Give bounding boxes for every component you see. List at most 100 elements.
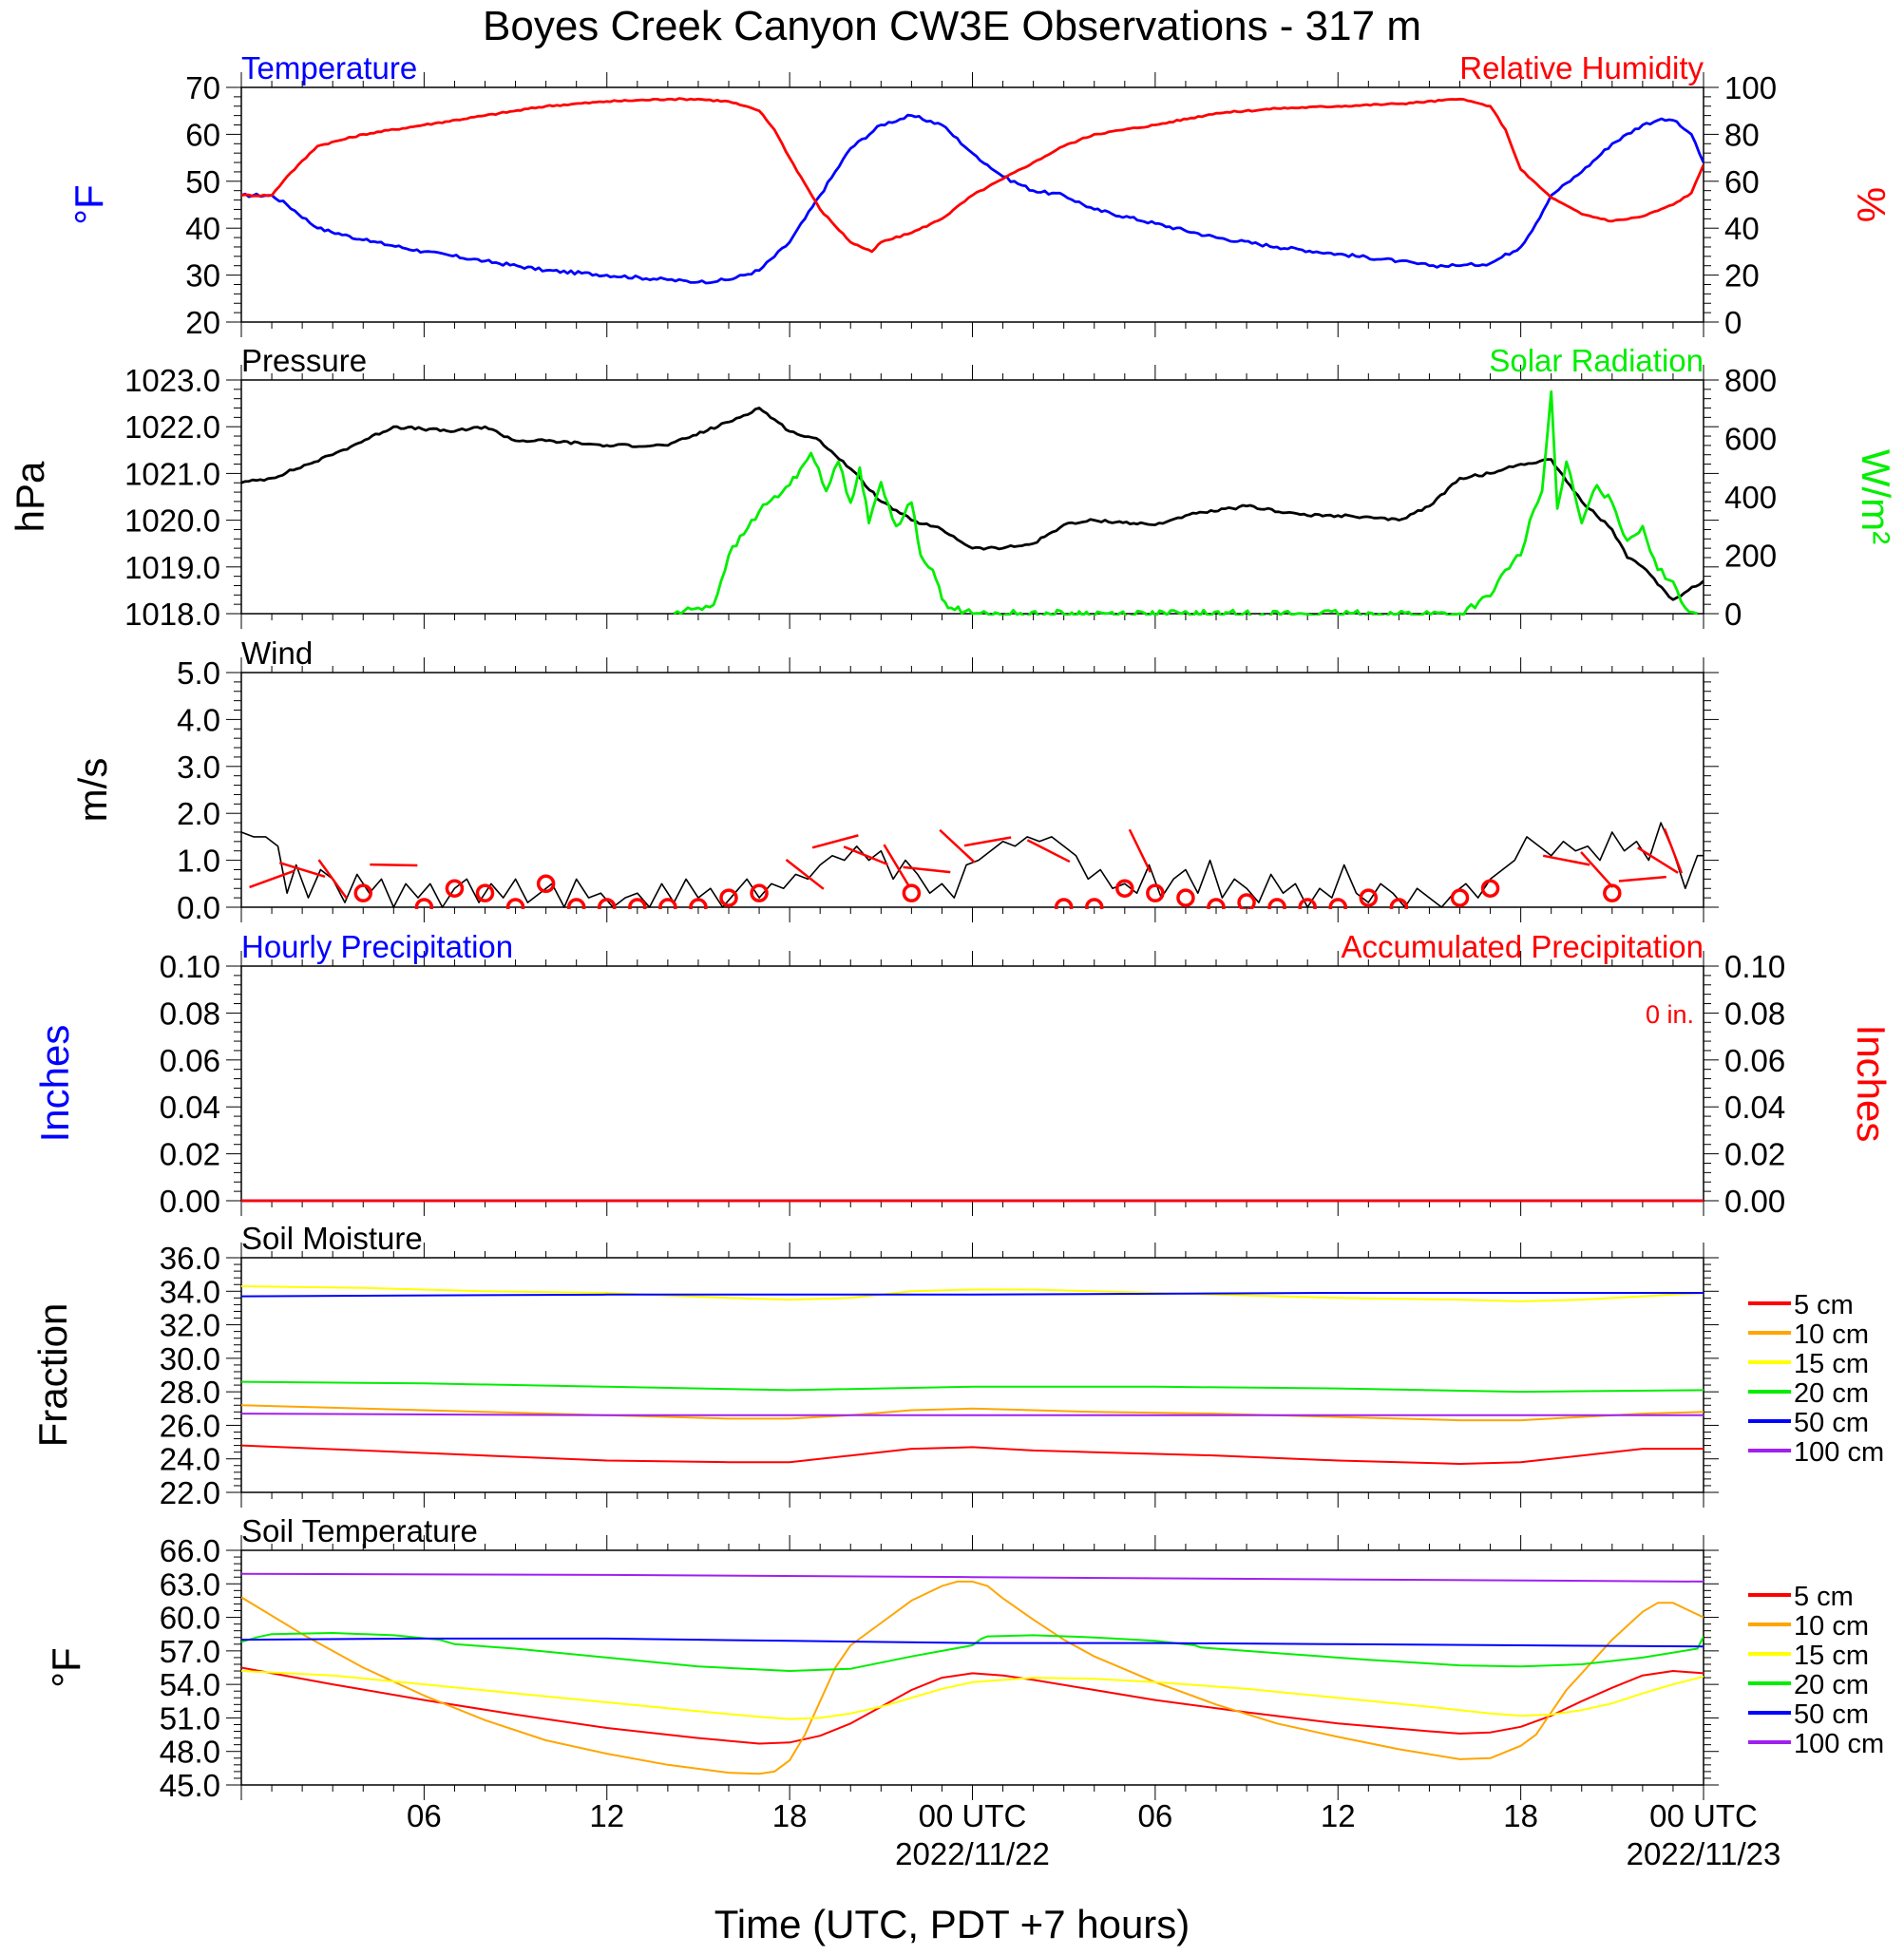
y-right-tick-label: 800 — [1724, 363, 1777, 398]
series-line-50-cm — [241, 1637, 1704, 1648]
panel-title-left: Soil Moisture — [241, 1221, 423, 1256]
y-right-tick-label: 0.06 — [1724, 1043, 1785, 1078]
panel-title-left: Pressure — [241, 343, 367, 378]
calm-wind-marker — [445, 879, 465, 898]
x-axis-title: Time (UTC, PDT +7 hours) — [714, 1902, 1190, 1946]
panel-title-left: Hourly Precipitation — [241, 929, 513, 964]
y-left-tick-label: 0.10 — [160, 949, 220, 984]
plot-frame — [240, 86, 1704, 323]
x-tick-label: 00 UTC — [919, 1798, 1027, 1833]
series-line-20-cm — [241, 1380, 1704, 1394]
y-left-tick-label: 32.0 — [160, 1308, 220, 1343]
chart-panels: 20 30 40 50 60 70 0 20 40 60 80 100 Temperature Relat… — [8, 50, 1898, 1871]
panel-5: 22.024.026.028.030.032.034.036.0 Soil Moi… — [30, 1221, 1884, 1510]
wind-barb — [903, 865, 951, 874]
y-left-tick-label: 0.0 — [177, 890, 220, 925]
wind-barb — [963, 836, 1012, 847]
series-line-15-cm — [241, 1670, 1704, 1720]
legend-label: 20 cm — [1794, 1378, 1869, 1409]
y-axis-label-left: Fraction — [30, 1303, 75, 1448]
y-left-tick-label: 40 — [185, 211, 220, 246]
series-group — [241, 97, 1704, 285]
series-line-50-cm — [241, 1292, 1704, 1298]
calm-wind-marker — [1359, 888, 1379, 907]
calm-wind-marker — [1298, 898, 1317, 909]
calm-wind-marker — [1480, 879, 1500, 898]
wind-barb — [317, 859, 348, 900]
y-left-tick-label: 57.0 — [160, 1634, 220, 1669]
y-left-tick-label: 1021.0 — [124, 456, 220, 491]
series-line-15-cm — [241, 1285, 1704, 1302]
calm-wind-marker — [628, 898, 647, 909]
y-right-tick-label: 0.02 — [1724, 1137, 1785, 1172]
series-group — [241, 1285, 1704, 1465]
x-tick-date: 2022/11/23 — [1627, 1836, 1781, 1871]
calm-wind-marker — [1603, 883, 1622, 902]
y-axis-label-left: m/s — [70, 758, 115, 823]
chart-title: Boyes Creek Canyon CW3E Observations - 3… — [483, 3, 1421, 49]
y-left-tick-label: 0.04 — [160, 1090, 220, 1125]
series-group — [241, 822, 1704, 909]
series-line-10-cm — [241, 1404, 1704, 1422]
legend-label: 100 cm — [1794, 1729, 1884, 1759]
y-left-tick-label: 50 — [185, 164, 220, 199]
calm-wind-marker — [598, 898, 617, 909]
panel-title-left: Wind — [241, 636, 313, 671]
y-left-tick-label: 1022.0 — [124, 409, 220, 445]
y-left-tick-label: 34.0 — [160, 1274, 220, 1309]
y-left-tick-label: 1019.0 — [124, 550, 220, 585]
calm-wind-marker — [902, 883, 922, 902]
panel-4: 0.00 0.02 0.04 0.06 0.08 0.10 0.00 0.02 0.04 0.06… — [32, 929, 1894, 1219]
calm-wind-marker — [750, 883, 769, 902]
y-axis-label-left: Inches — [32, 1025, 77, 1143]
y-right-tick-label: 0.08 — [1724, 996, 1785, 1031]
y-left-tick-label: 4.0 — [177, 702, 220, 737]
y-left-tick-label: 2.0 — [177, 796, 220, 831]
calm-wind-marker — [1176, 888, 1195, 907]
wind-barb — [370, 863, 418, 867]
panel-title-right: Accumulated Precipitation — [1341, 929, 1704, 964]
calm-wind-marker — [414, 898, 434, 909]
y-left-tick-label: 30.0 — [160, 1341, 220, 1376]
wind-barb — [1663, 827, 1684, 874]
y-left-tick-label: 26.0 — [160, 1408, 220, 1443]
calm-wind-marker — [505, 898, 525, 909]
plot-frame — [240, 1549, 1704, 1786]
panel-title-left: Temperature — [241, 50, 417, 85]
y-right-tick-label: 200 — [1724, 539, 1777, 574]
y-left-tick-label: 0.06 — [160, 1043, 220, 1078]
wind-barb — [843, 845, 888, 866]
legend-label: 15 cm — [1794, 1641, 1869, 1671]
y-left-tick-label: 28.0 — [160, 1375, 220, 1410]
wind-barb — [1618, 875, 1666, 883]
legend-label: 10 cm — [1794, 1319, 1869, 1350]
y-left-tick-label: 0.00 — [160, 1184, 220, 1219]
legend-label: 10 cm — [1794, 1611, 1869, 1642]
legend-label: 20 cm — [1794, 1670, 1869, 1700]
panel-title-left: Soil Temperature — [241, 1513, 478, 1548]
wind-barb — [1026, 839, 1071, 864]
y-axis-label-left: °F — [44, 1647, 88, 1687]
y-right-tick-label: 600 — [1724, 422, 1777, 457]
y-left-tick-label: 22.0 — [160, 1475, 220, 1510]
x-tick-label: 06 — [1138, 1798, 1173, 1833]
y-left-tick-label: 24.0 — [160, 1442, 220, 1477]
calm-wind-marker — [1054, 898, 1074, 909]
series-group — [241, 389, 1704, 616]
y-axis-label-right: Inches — [1849, 1025, 1894, 1143]
wind-barb — [883, 844, 910, 886]
wind-barb — [1542, 854, 1590, 866]
panel-1: 20 30 40 50 60 70 0 20 40 60 80 100 Temperature Relat… — [67, 50, 1894, 340]
wind-barb — [278, 861, 326, 878]
panel-title-right: Solar Radiation — [1489, 343, 1704, 378]
calm-wind-marker — [1237, 893, 1256, 909]
y-left-tick-label: 60 — [185, 117, 220, 152]
y-left-tick-label: 48.0 — [160, 1735, 220, 1770]
series-line-100-cm — [241, 1413, 1704, 1416]
legend-label: 5 cm — [1794, 1290, 1854, 1320]
calm-wind-marker — [566, 898, 586, 909]
y-left-tick-label: 63.0 — [160, 1566, 220, 1602]
y-left-tick-label: 3.0 — [177, 750, 220, 785]
y-axis-label-left: °F — [67, 184, 111, 224]
